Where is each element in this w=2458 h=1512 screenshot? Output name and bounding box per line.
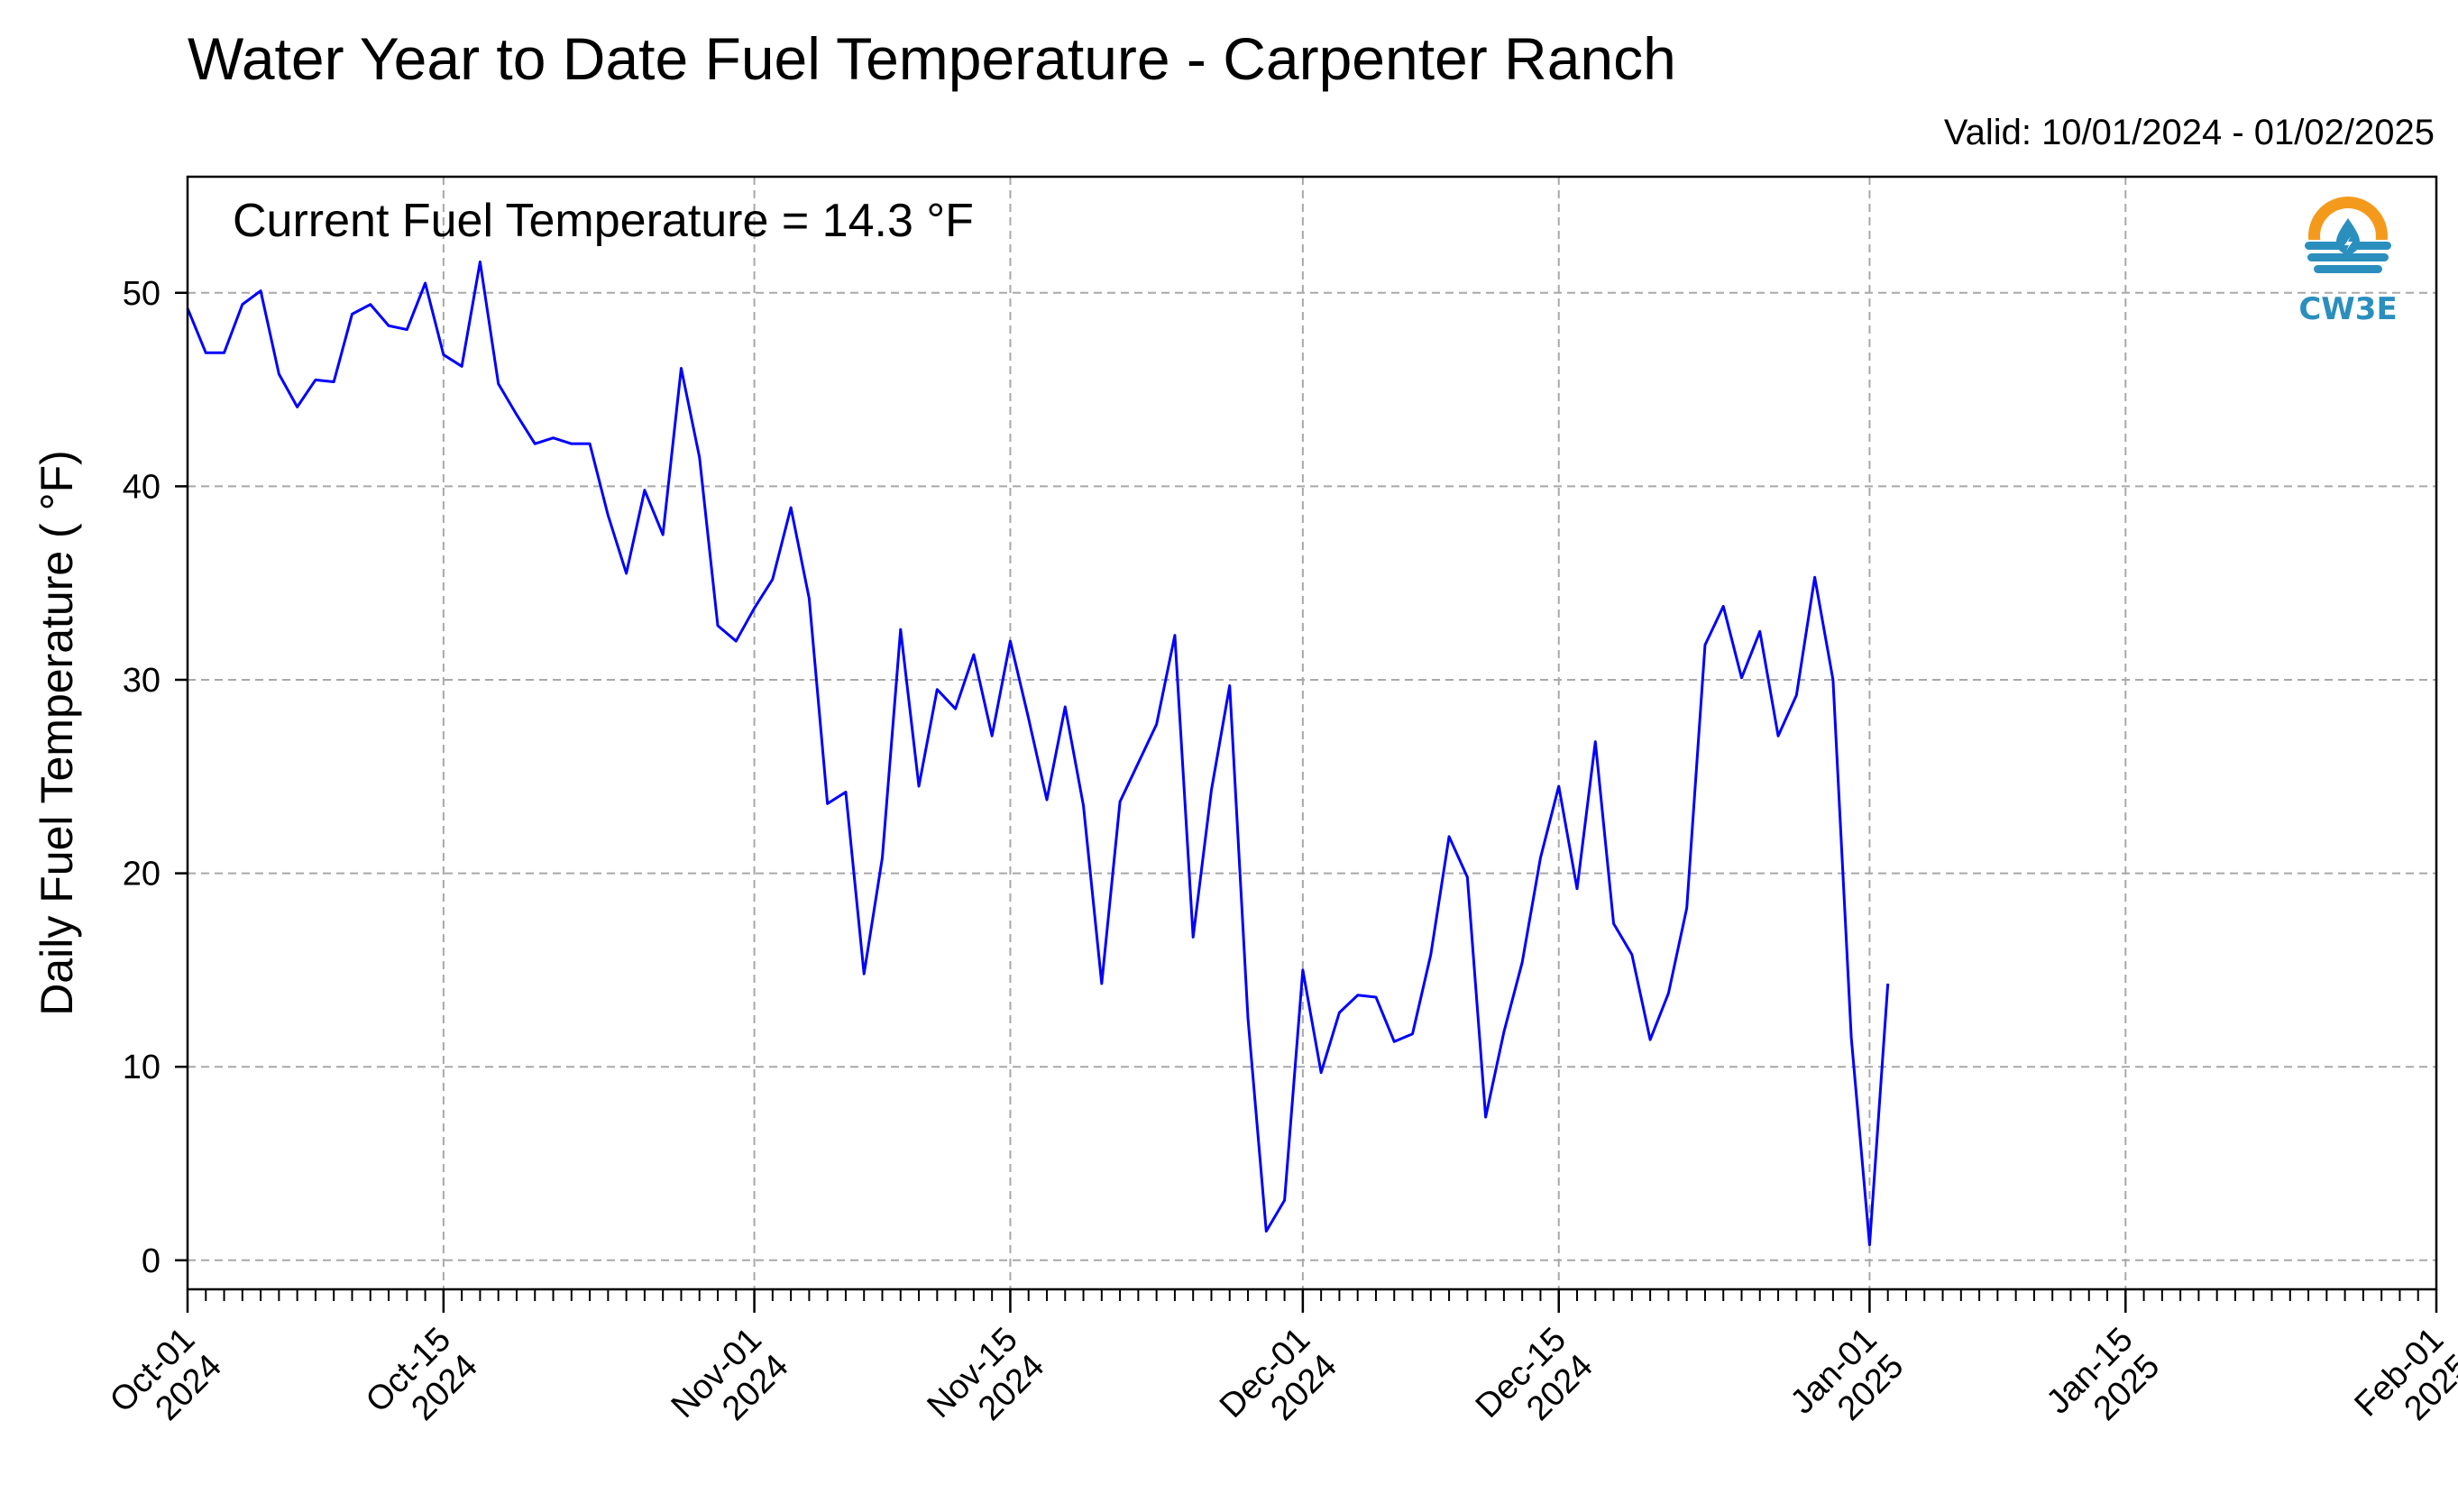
y-tick-label-0: 0 <box>142 1242 161 1280</box>
plot-frame <box>186 175 2438 1291</box>
chart-title: Water Year to Date Fuel Temperature - Ca… <box>188 25 1676 92</box>
data-layer <box>186 260 1890 1247</box>
x-tick-label-2024-12-01: Dec-012024 <box>1213 1321 1344 1452</box>
x-tick-label-2025-01-01: Jan-012025 <box>1784 1321 1912 1449</box>
current-fuel-temperature-annotation: Current Fuel Temperature = 14.3 °F <box>233 195 974 247</box>
y-tick-label-20: 20 <box>123 856 161 893</box>
cw3e-logo: CW3E <box>2298 197 2398 327</box>
x-axis: Oct-012024 Oct-152024 Nov-012024 Nov-152024… <box>103 1289 2458 1452</box>
x-tick-label-2025-01-15: Jan-152025 <box>2040 1321 2168 1449</box>
y-tick-label-30: 30 <box>123 662 161 700</box>
grid-lines <box>188 177 2436 1289</box>
valid-date-range: Valid: 10/01/2024 - 01/02/2025 <box>1944 113 2435 152</box>
logo-drop-highlight <box>2344 236 2353 251</box>
fuel-temperature-line <box>186 260 1890 1247</box>
y-tick-label-40: 40 <box>123 468 161 506</box>
y-tick-label-10: 10 <box>123 1049 161 1086</box>
x-tick-label-2024-10-01: Oct-012024 <box>103 1321 229 1447</box>
logo-wave-2 <box>2307 253 2389 261</box>
x-tick-label-2025-02-01: Feb-012025 <box>2348 1321 2458 1452</box>
y-axis-label: Daily Fuel Temperature ( °F) <box>32 450 82 1016</box>
x-tick-label-2024-10-15: Oct-152024 <box>359 1321 485 1447</box>
x-tick-label-2024-11-01: Nov-012024 <box>665 1321 796 1452</box>
x-tick-label-2024-12-15: Dec-152024 <box>1469 1321 1600 1452</box>
y-axis: 0 10 20 30 40 50 <box>123 275 188 1280</box>
x-tick-label-2024-11-15: Nov-152024 <box>920 1321 1051 1452</box>
logo-wave-3 <box>2314 265 2382 273</box>
logo-text: CW3E <box>2298 291 2397 327</box>
logo-drop-icon <box>2336 218 2360 254</box>
y-tick-label-50: 50 <box>123 275 161 313</box>
